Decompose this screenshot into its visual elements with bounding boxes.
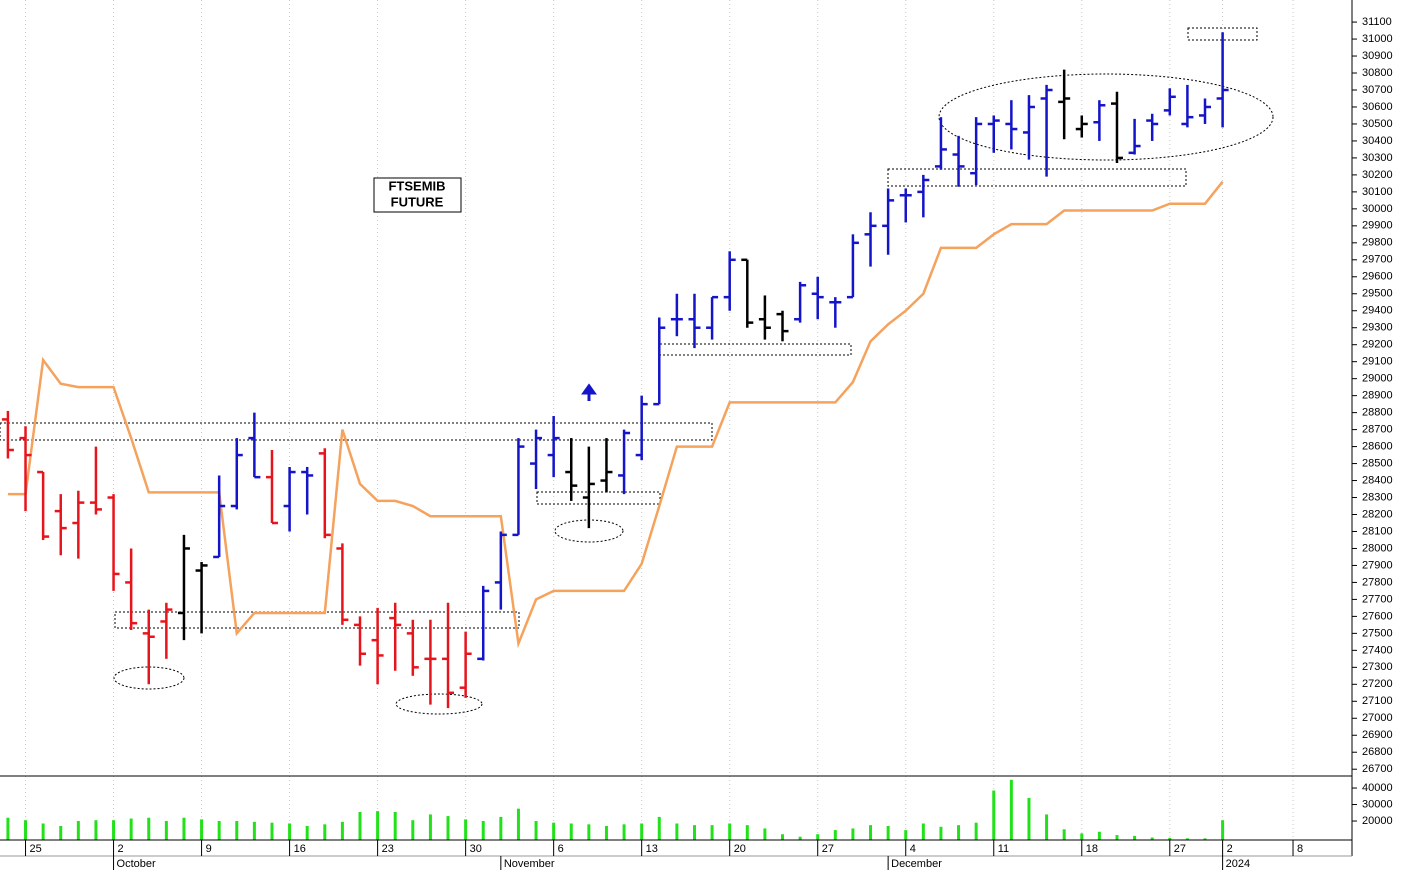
support-box bbox=[887, 168, 1187, 187]
y-tick-label: 27600 bbox=[1362, 610, 1393, 622]
x-tick-label: 2 bbox=[118, 843, 124, 855]
y-tick-label: 28500 bbox=[1362, 457, 1393, 469]
y-tick-label: 29600 bbox=[1362, 271, 1393, 283]
volume-tick-label: 20000 bbox=[1362, 815, 1393, 827]
y-tick-label: 30600 bbox=[1362, 101, 1393, 113]
y-tick-label: 30400 bbox=[1362, 135, 1393, 147]
up-arrow bbox=[581, 383, 597, 401]
support-box bbox=[536, 491, 661, 505]
y-tick-label: 29800 bbox=[1362, 237, 1393, 249]
x-tick-label: 27 bbox=[1174, 843, 1186, 855]
low-ellipse bbox=[395, 693, 483, 715]
y-tick-label: 27300 bbox=[1362, 661, 1393, 673]
y-tick-label: 30300 bbox=[1362, 152, 1393, 164]
y-tick-label: 29100 bbox=[1362, 356, 1393, 368]
annotations: FTSEMIB FUTURE bbox=[0, 27, 1274, 715]
y-tick-label: 30800 bbox=[1362, 67, 1393, 79]
y-tick-label: 27500 bbox=[1362, 627, 1393, 639]
x-tick-label: 4 bbox=[910, 843, 916, 855]
x-tick-label: 2 bbox=[1227, 843, 1233, 855]
x-tick-label: 6 bbox=[558, 843, 564, 855]
x-tick-label: 20 bbox=[734, 843, 746, 855]
y-tick-label: 31100 bbox=[1362, 16, 1392, 28]
x-tick-label: 18 bbox=[1086, 843, 1098, 855]
y-tick-label: 26900 bbox=[1362, 729, 1393, 741]
month-label: December bbox=[891, 858, 942, 870]
y-tick-label: 29700 bbox=[1362, 254, 1393, 266]
x-tick-label: 23 bbox=[382, 843, 394, 855]
y-tick-label: 29900 bbox=[1362, 220, 1393, 232]
volume-tick-label: 30000 bbox=[1362, 798, 1393, 810]
y-tick-label: 31000 bbox=[1362, 33, 1393, 45]
y-tick-label: 27400 bbox=[1362, 644, 1393, 656]
x-tick-label: 25 bbox=[30, 843, 42, 855]
y-tick-label: 30500 bbox=[1362, 118, 1393, 130]
y-tick-label: 28700 bbox=[1362, 424, 1393, 436]
y-tick-label: 28200 bbox=[1362, 508, 1393, 520]
y-tick-label: 26700 bbox=[1362, 763, 1393, 775]
y-tick-label: 27900 bbox=[1362, 559, 1393, 571]
y-tick-label: 30100 bbox=[1362, 186, 1393, 198]
y-tick-label: 30200 bbox=[1362, 169, 1393, 181]
x-tick-label: 8 bbox=[1297, 843, 1303, 855]
y-tick-label: 28800 bbox=[1362, 407, 1393, 419]
y-tick-label: 28400 bbox=[1362, 474, 1393, 486]
x-tick-label: 16 bbox=[294, 843, 306, 855]
y-tick-label: 27700 bbox=[1362, 593, 1393, 605]
high-box bbox=[1187, 27, 1258, 41]
x-tick-label: 27 bbox=[822, 843, 834, 855]
y-tick-label: 29500 bbox=[1362, 288, 1393, 300]
x-tick-label: 30 bbox=[470, 843, 482, 855]
y-tick-label: 29200 bbox=[1362, 339, 1393, 351]
low-ellipse bbox=[113, 666, 185, 690]
x-tick-label: 9 bbox=[206, 843, 212, 855]
stop-line bbox=[7, 180, 1224, 649]
y-tick-label: 28100 bbox=[1362, 525, 1393, 537]
marks bbox=[1, 32, 1229, 840]
y-tick-label: 28300 bbox=[1362, 491, 1393, 503]
resistance-box bbox=[0, 422, 713, 441]
month-label: 2024 bbox=[1226, 858, 1250, 870]
y-tick-label: 26800 bbox=[1362, 746, 1393, 758]
x-tick-label: 13 bbox=[646, 843, 658, 855]
x-tick-label: 11 bbox=[998, 843, 1009, 855]
y-tick-label: 27200 bbox=[1362, 678, 1393, 690]
y-tick-label: 29000 bbox=[1362, 373, 1393, 385]
y-tick-label: 27800 bbox=[1362, 576, 1393, 588]
title-box bbox=[373, 177, 462, 213]
y-tick-label: 29300 bbox=[1362, 322, 1393, 334]
y-tick-label: 27100 bbox=[1362, 695, 1393, 707]
support-box bbox=[659, 343, 852, 356]
y-tick-label: 30900 bbox=[1362, 50, 1393, 62]
y-tick-label: 27000 bbox=[1362, 712, 1393, 724]
range-ellipse bbox=[938, 73, 1274, 161]
volume-tick-label: 40000 bbox=[1362, 782, 1393, 794]
y-tick-label: 29400 bbox=[1362, 305, 1393, 317]
y-tick-label: 30000 bbox=[1362, 203, 1393, 215]
y-tick-label: 28600 bbox=[1362, 440, 1393, 452]
month-label: November bbox=[504, 858, 555, 870]
y-tick-label: 28900 bbox=[1362, 390, 1393, 402]
month-label: October bbox=[117, 858, 156, 870]
y-tick-label: 28000 bbox=[1362, 542, 1393, 554]
y-tick-label: 30700 bbox=[1362, 84, 1393, 96]
title-line: FTSEMIB bbox=[388, 178, 445, 193]
title-line: FUTURE bbox=[391, 194, 444, 209]
